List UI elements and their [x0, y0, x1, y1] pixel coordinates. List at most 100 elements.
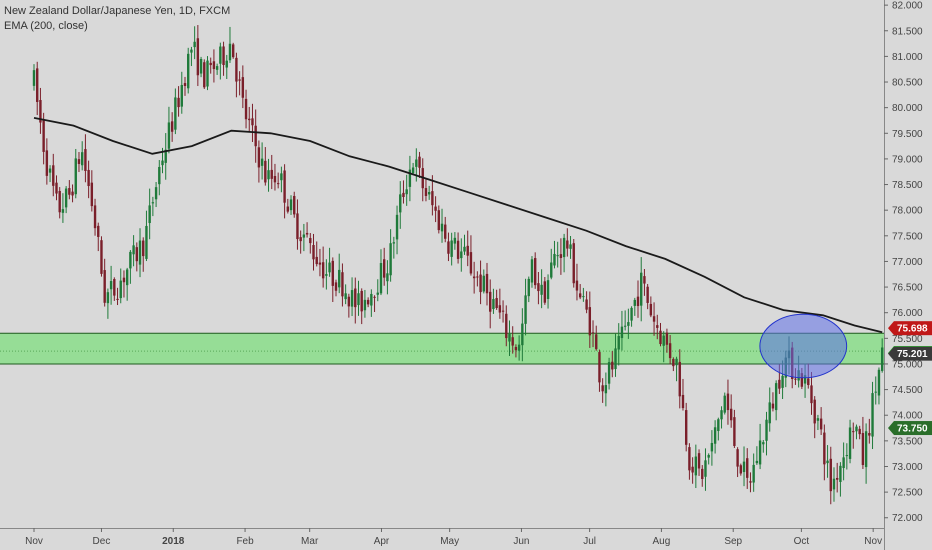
candle-body — [768, 402, 771, 424]
candle-body — [562, 237, 566, 258]
candle-body — [366, 299, 370, 305]
candle-body — [222, 46, 225, 65]
candle-body — [305, 232, 309, 235]
candle-body — [656, 325, 659, 328]
candle-body — [296, 213, 299, 240]
support-zone — [0, 333, 884, 364]
candle-body — [498, 305, 502, 313]
candle-body — [347, 296, 351, 307]
candle-body — [835, 477, 839, 480]
candle-body — [209, 62, 212, 66]
candle-body — [752, 464, 755, 483]
price-tick-label: 74.000 — [892, 411, 923, 422]
candle-body — [559, 254, 563, 258]
time-tick-label: Oct — [794, 536, 810, 547]
candle-body — [427, 192, 431, 195]
candle-body — [720, 410, 723, 420]
candle-body — [100, 240, 103, 274]
candle-body — [97, 225, 100, 237]
candle-body — [755, 460, 759, 464]
price-tick-label: 79.000 — [892, 154, 923, 165]
candle-body — [180, 84, 183, 107]
candle-body — [395, 214, 399, 240]
candle-body — [868, 433, 871, 436]
candle-body — [177, 97, 180, 108]
candle-body — [823, 432, 826, 465]
candle-body — [819, 418, 823, 430]
candle-body — [431, 191, 434, 206]
candle-body — [309, 237, 312, 244]
candle-body — [151, 202, 155, 204]
candles — [32, 25, 884, 505]
candle-body — [411, 167, 415, 174]
candle-body — [42, 120, 45, 152]
candle-body — [167, 122, 171, 149]
candle-body — [572, 243, 575, 284]
candle-body — [228, 43, 232, 61]
candle-body — [521, 323, 524, 346]
candle-body — [839, 465, 842, 482]
candle-body — [276, 183, 280, 185]
candle-body — [129, 251, 132, 269]
candle-body — [90, 182, 94, 207]
candle-body — [595, 334, 598, 350]
candle-body — [312, 245, 315, 260]
candle-body — [338, 269, 341, 288]
time-tick-label: Sep — [724, 536, 742, 547]
price-badge-label: 75.201 — [897, 349, 928, 360]
candle-body — [781, 375, 784, 388]
candle-body — [807, 378, 810, 386]
candle-body — [293, 195, 296, 215]
candle-body — [251, 118, 254, 126]
candle-body — [408, 169, 412, 187]
candle-body — [36, 68, 39, 102]
price-badge-pointer — [888, 321, 894, 336]
candle-body — [842, 457, 845, 469]
candle-body — [87, 169, 90, 187]
candle-body — [113, 279, 116, 296]
time-tick-label: Aug — [653, 536, 671, 547]
candle-body — [328, 262, 331, 273]
candle-body — [267, 170, 270, 180]
candle-body — [215, 66, 219, 70]
candle-body — [537, 283, 540, 292]
candle-body — [855, 426, 858, 432]
candle-body — [501, 310, 505, 312]
candle-body — [444, 224, 447, 239]
candle-body — [678, 361, 681, 397]
candle-body — [154, 187, 158, 200]
candle-body — [402, 192, 405, 198]
time-tick-label: Nov — [25, 536, 43, 547]
price-tick-label: 74.500 — [892, 385, 923, 396]
candle-body — [260, 158, 264, 166]
candle-body — [546, 280, 550, 299]
candle-body — [659, 330, 662, 345]
candle-body — [646, 286, 649, 303]
candle-body — [466, 245, 469, 256]
candle-body — [665, 332, 669, 345]
candle-body — [257, 147, 261, 168]
price-badge — [894, 346, 932, 361]
candle-body — [623, 325, 627, 327]
candle-body — [376, 292, 379, 295]
price-tick-label: 72.000 — [892, 513, 923, 524]
candle-body — [852, 431, 855, 433]
candle-body — [48, 168, 52, 173]
price-axis — [884, 0, 932, 550]
price-tick-label: 82.000 — [892, 1, 923, 12]
candle-body — [479, 274, 482, 293]
candle-body — [492, 299, 495, 310]
price-tick-label: 80.000 — [892, 103, 923, 114]
candle-body — [382, 259, 386, 278]
candle-body — [318, 262, 322, 265]
candle-body — [52, 165, 55, 186]
price-tick-label: 76.500 — [892, 283, 923, 294]
candle-body — [424, 188, 428, 196]
candle-body — [122, 277, 126, 283]
candle-body — [810, 385, 813, 404]
price-tick-label: 73.000 — [892, 462, 923, 473]
candle-body — [566, 240, 569, 249]
candle-body — [877, 369, 881, 396]
time-tick-label: Apr — [374, 536, 390, 547]
